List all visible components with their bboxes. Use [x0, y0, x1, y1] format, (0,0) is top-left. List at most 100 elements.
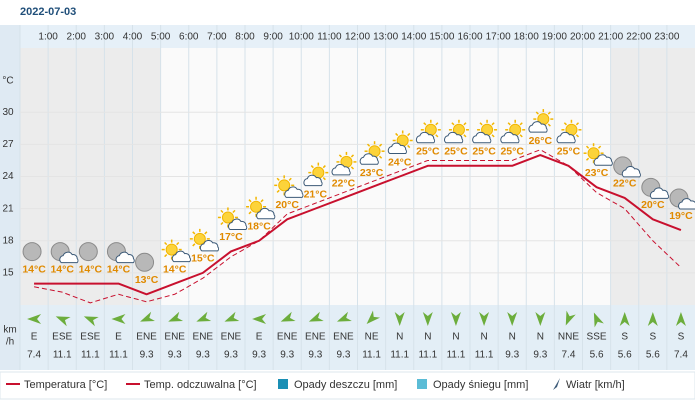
cloud-icon [649, 187, 670, 199]
wind-direction: ENE [305, 332, 326, 343]
wind-direction: N [396, 332, 403, 343]
wind-arrow [479, 312, 490, 326]
hour-label: 12:00 [345, 32, 370, 43]
wind-direction: E [256, 332, 263, 343]
wind-speed: 9.3 [196, 350, 210, 361]
y-axis-label: °C [2, 76, 13, 87]
y-tick-label: 27 [2, 139, 14, 150]
hour-label: 1:00 [38, 32, 58, 43]
wind-speed: 11.1 [362, 350, 381, 361]
left-panel [0, 25, 20, 370]
sun-ray [378, 143, 383, 147]
wind-speed: 7.4 [674, 350, 688, 361]
hour-label: 13:00 [373, 32, 398, 43]
hour-label: 18:00 [514, 32, 539, 43]
wind-direction: ENE [333, 332, 354, 343]
wind-arrow [675, 312, 686, 326]
sun-ray [423, 122, 427, 126]
legend-label: Opady śniegu [mm] [433, 379, 528, 391]
y-tick-label: 18 [2, 235, 14, 246]
hour-label: 20:00 [570, 32, 595, 43]
sun-ray [204, 231, 208, 235]
sun-ray [451, 122, 455, 126]
wind-arrow [507, 312, 518, 326]
cloud-icon [199, 239, 220, 252]
cloud-icon [444, 131, 464, 144]
wind-direction: ESE [52, 332, 72, 343]
sun-ray [563, 122, 568, 126]
cloud-icon [171, 250, 191, 263]
temperature-label: 23°C [585, 167, 609, 179]
temperature-label: 25°C [444, 146, 468, 158]
sun-ray [585, 157, 590, 161]
sun-ray [435, 134, 439, 138]
sun-ray [519, 134, 523, 138]
temperature-label: 22°C [332, 178, 356, 190]
temperature-line [34, 154, 682, 296]
wind-arrow [252, 314, 267, 324]
cloud-icon [678, 198, 695, 210]
sun-icon [193, 232, 206, 245]
moon-icon [22, 242, 42, 262]
hour-label: 14:00 [401, 32, 426, 43]
wind-arrow [535, 312, 546, 326]
hour-label: 22:00 [626, 32, 651, 43]
wind-speed: 9.3 [505, 350, 519, 361]
wind-arrow [619, 312, 630, 326]
temperature-label: 21°C [304, 188, 328, 200]
wind-arrow [140, 311, 155, 322]
wind-arrow [647, 312, 658, 326]
wind-direction: N [537, 332, 544, 343]
wind-direction: NE [365, 332, 379, 343]
wind-direction: S [649, 332, 656, 343]
wind-speed: 9.3 [280, 350, 294, 361]
hour-label: 9:00 [263, 32, 283, 43]
temperature-label: 14°C [79, 263, 103, 275]
hour-label: 4:00 [123, 32, 143, 43]
wind-direction: ENE [164, 332, 185, 343]
wind-arrow [168, 311, 184, 322]
cloud-icon [556, 131, 576, 144]
y-tick-label: 21 [2, 203, 14, 214]
sun-ray [322, 177, 326, 181]
wind-speed: 9.3 [336, 350, 350, 361]
wind-speed: 5.6 [590, 350, 604, 361]
wind-unit: km [3, 325, 16, 336]
hour-label: 23:00 [654, 32, 679, 43]
wind-direction: ESE [80, 332, 100, 343]
wind-speed: 11.1 [418, 350, 437, 361]
sun-ray [338, 154, 343, 158]
sun-ray [232, 209, 236, 214]
temperature-label: 14°C [163, 263, 187, 275]
sun-ray [575, 134, 580, 138]
wind-direction: ENE [221, 332, 242, 343]
sun-ray [519, 122, 523, 126]
wind-speed: 9.3 [224, 350, 238, 361]
wind-speed: 11.1 [109, 350, 128, 361]
wind-speed: 9.3 [252, 350, 266, 361]
sun-ray [164, 254, 168, 258]
sun-icon [587, 147, 600, 160]
sun-ray [395, 132, 399, 137]
sun-ray [463, 134, 467, 138]
wind-direction: SSE [587, 332, 607, 343]
cloud-icon [228, 218, 248, 230]
wind-speed: 9.3 [168, 350, 182, 361]
cloud-icon [331, 164, 351, 176]
temperature-label: 17°C [219, 231, 243, 243]
wind-arrow [450, 312, 461, 326]
wind-arrow [280, 311, 296, 322]
wind-arrow [111, 314, 126, 324]
legend-wind-icon [553, 378, 560, 390]
wind-speed: 7.4 [27, 350, 41, 361]
hour-label: 16:00 [457, 32, 482, 43]
wind-arrow [593, 312, 604, 328]
hour-label: 3:00 [95, 32, 115, 43]
sun-icon [250, 200, 263, 213]
wind-direction: E [115, 332, 122, 343]
temperature-label: 26°C [529, 135, 553, 147]
legend-swatch [278, 379, 288, 389]
cloud-icon [593, 154, 613, 166]
wind-speed: 5.6 [618, 350, 632, 361]
wind-direction: N [480, 332, 487, 343]
